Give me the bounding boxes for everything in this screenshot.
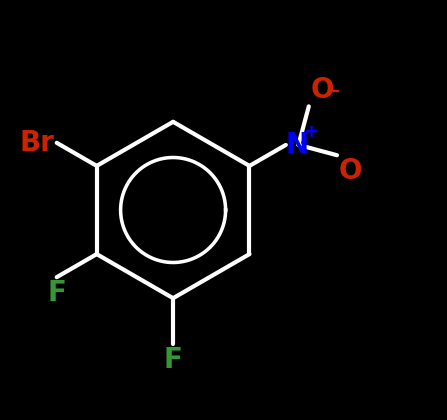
Text: −: − — [325, 83, 341, 101]
Text: O: O — [339, 158, 363, 185]
Text: F: F — [164, 346, 182, 375]
Text: F: F — [47, 279, 66, 307]
Text: O: O — [311, 76, 334, 104]
Text: Br: Br — [20, 129, 55, 157]
Text: +: + — [303, 123, 318, 141]
Text: N: N — [286, 131, 309, 159]
